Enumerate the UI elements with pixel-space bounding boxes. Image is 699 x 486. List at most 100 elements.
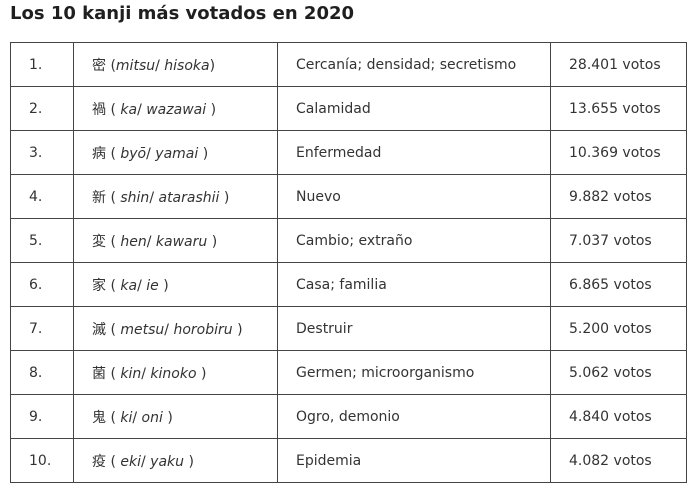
reading-separator: / bbox=[155, 57, 165, 74]
votes-cell: 6.865 votos bbox=[550, 262, 687, 307]
votes-cell: 7.037 votos bbox=[550, 218, 687, 263]
reading-open-paren: ( bbox=[106, 277, 121, 294]
table-row: 9. 鬼 ( ki/ oni ) Ogro, demonio 4.840 votos bbox=[10, 394, 687, 439]
table-row: 2. 禍 ( ka/ wazawai ) Calamidad 13.655 votos bbox=[10, 86, 687, 131]
rank-cell: 6. bbox=[10, 262, 74, 307]
votes-cell: 13.655 votos bbox=[550, 86, 687, 131]
votes-cell: 28.401 votos bbox=[550, 42, 687, 87]
meaning-cell: Epidemia bbox=[277, 438, 551, 483]
reading-on: hen bbox=[120, 233, 147, 250]
kanji-character: 疫 bbox=[92, 453, 106, 470]
reading-open-paren: ( bbox=[106, 321, 121, 338]
kanji-ranking-table: 1. 密 (mitsu/ hisoka) Cercanía; densidad; s… bbox=[10, 42, 687, 483]
reading-separator: / bbox=[137, 277, 147, 294]
kanji-cell: 疫 ( eki/ yaku ) bbox=[73, 438, 278, 483]
meaning-cell: Cercanía; densidad; secretismo bbox=[277, 42, 551, 87]
reading-open-paren: ( bbox=[106, 409, 121, 426]
table-row: 7. 滅 ( metsu/ horobiru ) Destruir 5.200 vot… bbox=[10, 306, 687, 351]
reading-close-paren: ) bbox=[209, 57, 216, 74]
table-row: 6. 家 ( ka/ ie ) Casa; familia 6.865 votos bbox=[10, 262, 687, 307]
reading-close-paren: ) bbox=[206, 101, 217, 118]
reading-kun: kinoko bbox=[150, 365, 197, 382]
reading-kun: ie bbox=[146, 277, 159, 294]
reading-open-paren: ( bbox=[106, 57, 116, 74]
reading-close-paren: ) bbox=[162, 409, 173, 426]
reading-kun: wazawai bbox=[146, 101, 207, 118]
meaning-cell: Destruir bbox=[277, 306, 551, 351]
meaning-cell: Ogro, demonio bbox=[277, 394, 551, 439]
reading-close-paren: ) bbox=[219, 189, 230, 206]
kanji-character: 密 bbox=[92, 57, 106, 74]
kanji-character: 菌 bbox=[92, 365, 106, 382]
meaning-cell: Enfermedad bbox=[277, 130, 551, 175]
reading-on: mitsu bbox=[115, 57, 156, 74]
reading-open-paren: ( bbox=[106, 101, 121, 118]
reading-separator: / bbox=[146, 233, 156, 250]
table-row: 5. 変 ( hen/ kawaru ) Cambio; extraño 7.037 … bbox=[10, 218, 687, 263]
kanji-cell: 病 ( byō/ yamai ) bbox=[73, 130, 278, 175]
rank-cell: 1. bbox=[10, 42, 74, 87]
reading-on: byō bbox=[120, 145, 147, 162]
reading-on: metsu bbox=[120, 321, 165, 338]
table-row: 10. 疫 ( eki/ yaku ) Epidemia 4.082 votos bbox=[10, 438, 687, 483]
kanji-cell: 変 ( hen/ kawaru ) bbox=[73, 218, 278, 263]
kanji-cell: 密 (mitsu/ hisoka) bbox=[73, 42, 278, 87]
table-row: 4. 新 ( shin/ atarashii ) Nuevo 9.882 votos bbox=[10, 174, 687, 219]
reading-kun: horobiru bbox=[173, 321, 233, 338]
table-row: 8. 菌 ( kin/ kinoko ) Germen; microorganism… bbox=[10, 350, 687, 395]
rank-cell: 10. bbox=[10, 438, 74, 483]
reading-on: shin bbox=[120, 189, 150, 206]
votes-cell: 9.882 votos bbox=[550, 174, 687, 219]
kanji-cell: 滅 ( metsu/ horobiru ) bbox=[73, 306, 278, 351]
reading-open-paren: ( bbox=[106, 453, 121, 470]
meaning-cell: Casa; familia bbox=[277, 262, 551, 307]
votes-cell: 4.840 votos bbox=[550, 394, 687, 439]
kanji-cell: 家 ( ka/ ie ) bbox=[73, 262, 278, 307]
kanji-cell: 鬼 ( ki/ oni ) bbox=[73, 394, 278, 439]
votes-cell: 10.369 votos bbox=[550, 130, 687, 175]
reading-on: kin bbox=[120, 365, 142, 382]
reading-separator: / bbox=[146, 145, 156, 162]
kanji-cell: 菌 ( kin/ kinoko ) bbox=[73, 350, 278, 395]
reading-on: ka bbox=[120, 101, 138, 118]
rank-cell: 4. bbox=[10, 174, 74, 219]
reading-separator: / bbox=[137, 101, 147, 118]
kanji-cell: 新 ( shin/ atarashii ) bbox=[73, 174, 278, 219]
meaning-cell: Cambio; extraño bbox=[277, 218, 551, 263]
reading-kun: yamai bbox=[155, 145, 199, 162]
reading-kun: atarashii bbox=[158, 189, 220, 206]
reading-separator: / bbox=[141, 365, 151, 382]
reading-close-paren: ) bbox=[158, 277, 169, 294]
kanji-character: 変 bbox=[92, 233, 106, 250]
votes-cell: 4.082 votos bbox=[550, 438, 687, 483]
rank-cell: 8. bbox=[10, 350, 74, 395]
kanji-character: 家 bbox=[92, 277, 106, 294]
reading-close-paren: ) bbox=[184, 453, 194, 470]
reading-open-paren: ( bbox=[106, 365, 121, 382]
page-title: Los 10 kanji más votados en 2020 bbox=[10, 3, 355, 24]
kanji-character: 鬼 bbox=[92, 409, 106, 426]
table-row: 3. 病 ( byō/ yamai ) Enfermedad 10.369 votos bbox=[10, 130, 687, 175]
kanji-character: 新 bbox=[92, 189, 106, 206]
reading-close-paren: ) bbox=[198, 145, 209, 162]
reading-kun: oni bbox=[141, 409, 163, 426]
reading-close-paren: ) bbox=[232, 321, 243, 338]
votes-cell: 5.200 votos bbox=[550, 306, 687, 351]
reading-kun: yaku bbox=[150, 453, 185, 470]
reading-close-paren: ) bbox=[196, 365, 207, 382]
reading-close-paren: ) bbox=[207, 233, 218, 250]
kanji-character: 禍 bbox=[92, 101, 106, 118]
rank-cell: 7. bbox=[10, 306, 74, 351]
kanji-cell: 禍 ( ka/ wazawai ) bbox=[73, 86, 278, 131]
reading-separator: / bbox=[132, 409, 142, 426]
meaning-cell: Calamidad bbox=[277, 86, 551, 131]
reading-kun: hisoka bbox=[164, 57, 210, 74]
meaning-cell: Germen; microorganismo bbox=[277, 350, 551, 395]
reading-separator: / bbox=[149, 189, 159, 206]
rank-cell: 2. bbox=[10, 86, 74, 131]
reading-open-paren: ( bbox=[106, 189, 121, 206]
reading-on: ki bbox=[120, 409, 133, 426]
table-row: 1. 密 (mitsu/ hisoka) Cercanía; densidad; s… bbox=[10, 42, 687, 87]
reading-on: ka bbox=[120, 277, 138, 294]
reading-open-paren: ( bbox=[106, 233, 121, 250]
